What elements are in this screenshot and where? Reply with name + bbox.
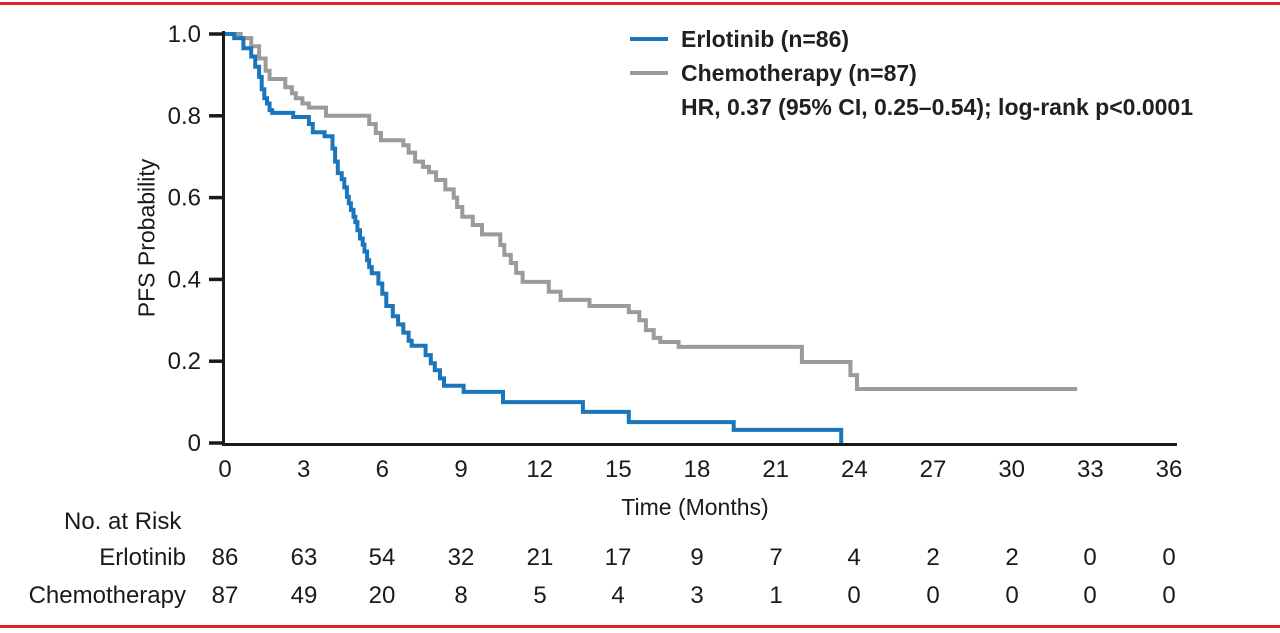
x-tick-label: 9	[454, 456, 467, 483]
y-axis-title: PFS Probability	[133, 158, 160, 318]
y-tick-label: 0.2	[168, 348, 201, 375]
survival-curve-chemotherapy	[225, 32, 1078, 391]
y-tick-label: 1.0	[168, 21, 201, 48]
x-tick-label: 0	[218, 456, 231, 483]
survival-curve-erlotinib	[225, 32, 844, 443]
x-tick-label: 21	[762, 456, 789, 483]
y-tick-label: 0	[188, 430, 201, 457]
x-tick-label: 36	[1156, 456, 1183, 483]
legend-swatch	[630, 37, 668, 41]
legend-swatch	[630, 71, 668, 75]
legend-label: Chemotherapy (n=87)	[681, 59, 917, 86]
x-tick-label: 24	[841, 456, 868, 483]
x-tick-label: 12	[526, 456, 553, 483]
legend-rows: Erlotinib (n=86) Chemotherapy (n=87)	[630, 22, 1193, 90]
x-tick-label: 6	[376, 456, 389, 483]
y-tick-label: 0.8	[168, 103, 201, 130]
x-tick-label: 33	[1077, 456, 1104, 483]
bottom-border-line	[0, 625, 1280, 628]
y-tick-label: 0.6	[168, 185, 201, 212]
top-border-line	[0, 2, 1280, 5]
legend: Erlotinib (n=86) Chemotherapy (n=87) HR, …	[630, 22, 1193, 124]
x-tick-label: 27	[920, 456, 947, 483]
y-tick-label: 0.4	[168, 266, 201, 293]
legend-item: Erlotinib (n=86)	[630, 22, 1193, 56]
legend-label: Erlotinib (n=86)	[681, 25, 850, 52]
legend-item: Chemotherapy (n=87)	[630, 56, 1193, 90]
x-tick-label: 18	[684, 456, 711, 483]
x-tick-label: 3	[297, 456, 310, 483]
hr-annotation: HR, 0.37 (95% CI, 0.25–0.54); log-rank p…	[681, 94, 1193, 120]
x-tick-label: 30	[998, 456, 1025, 483]
x-tick-label: 15	[605, 456, 632, 483]
x-axis-title: Time (Months)	[621, 494, 769, 520]
